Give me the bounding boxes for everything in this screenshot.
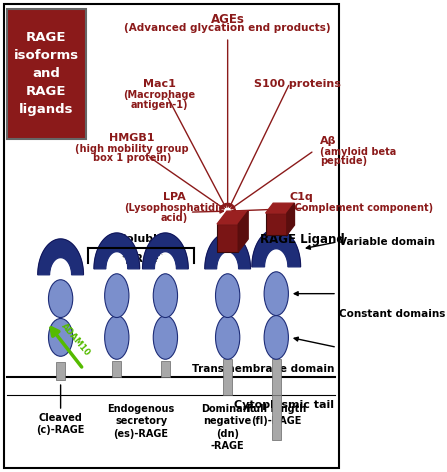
Text: Variable domain: Variable domain (339, 237, 435, 247)
FancyBboxPatch shape (8, 9, 86, 139)
Text: Cytoplasmic tail: Cytoplasmic tail (234, 400, 334, 410)
Text: C1q: C1q (290, 192, 314, 202)
Ellipse shape (264, 315, 288, 359)
Ellipse shape (48, 280, 73, 318)
Ellipse shape (153, 274, 177, 318)
Bar (272, 395, 281, 440)
Text: box 1 protein): box 1 protein) (93, 153, 171, 163)
FancyBboxPatch shape (217, 224, 238, 252)
Polygon shape (217, 211, 248, 224)
Text: Full length
(fl)-RAGE: Full length (fl)-RAGE (247, 404, 306, 426)
Text: (Advanced glycation end products): (Advanced glycation end products) (124, 23, 331, 33)
Text: (Complement component): (Complement component) (290, 203, 433, 213)
Text: S100 proteins: S100 proteins (254, 79, 341, 89)
Text: Constant domains: Constant domains (339, 309, 446, 319)
Polygon shape (219, 254, 237, 269)
Polygon shape (38, 239, 84, 275)
Text: RAGE Ligand: RAGE Ligand (260, 234, 345, 246)
Text: Dominant
negative
(dn)
-RAGE: Dominant negative (dn) -RAGE (201, 404, 254, 451)
Polygon shape (94, 233, 139, 269)
Polygon shape (156, 254, 175, 269)
Ellipse shape (215, 315, 240, 359)
Ellipse shape (105, 315, 129, 359)
Polygon shape (143, 233, 188, 269)
Bar (272, 359, 281, 395)
Text: (high mobility group: (high mobility group (75, 143, 189, 153)
Ellipse shape (153, 315, 177, 359)
Text: AGEs: AGEs (211, 13, 245, 26)
Text: (s)-RAGE: (s)-RAGE (114, 254, 169, 264)
Ellipse shape (264, 272, 288, 315)
Text: HMGB1: HMGB1 (109, 133, 155, 143)
Text: (amyloid beta: (amyloid beta (320, 146, 396, 157)
Polygon shape (205, 233, 250, 269)
Text: RAGE
isoforms
and
RAGE
ligands: RAGE isoforms and RAGE ligands (13, 32, 79, 117)
Text: Aβ: Aβ (320, 135, 337, 145)
FancyBboxPatch shape (266, 213, 287, 235)
Bar (161, 361, 170, 377)
Polygon shape (266, 203, 295, 213)
Bar (223, 359, 232, 395)
Bar (56, 362, 65, 380)
Text: Mac1: Mac1 (143, 79, 176, 89)
Bar (112, 361, 121, 377)
Text: ADAM10: ADAM10 (59, 321, 92, 358)
Ellipse shape (48, 319, 73, 356)
Text: LPA: LPA (163, 192, 186, 202)
Ellipse shape (215, 274, 240, 318)
Text: peptide): peptide) (320, 157, 367, 167)
Text: antigen-1): antigen-1) (131, 100, 188, 110)
Text: Cleaved
(c)-RAGE: Cleaved (c)-RAGE (36, 413, 85, 435)
Polygon shape (287, 203, 295, 235)
Text: Endogenous
secretory
(es)-RAGE: Endogenous secretory (es)-RAGE (107, 404, 175, 439)
Polygon shape (51, 260, 70, 275)
Text: (Macrophage: (Macrophage (123, 90, 195, 100)
Polygon shape (252, 229, 300, 267)
Text: Soluble: Soluble (118, 234, 164, 244)
Text: acid): acid) (161, 213, 188, 223)
Ellipse shape (105, 274, 129, 318)
Polygon shape (108, 254, 126, 269)
Polygon shape (266, 252, 286, 267)
Text: (Lysophosphatidic: (Lysophosphatidic (124, 203, 225, 213)
Polygon shape (238, 211, 248, 252)
Text: Transmembrane domain: Transmembrane domain (192, 364, 334, 374)
